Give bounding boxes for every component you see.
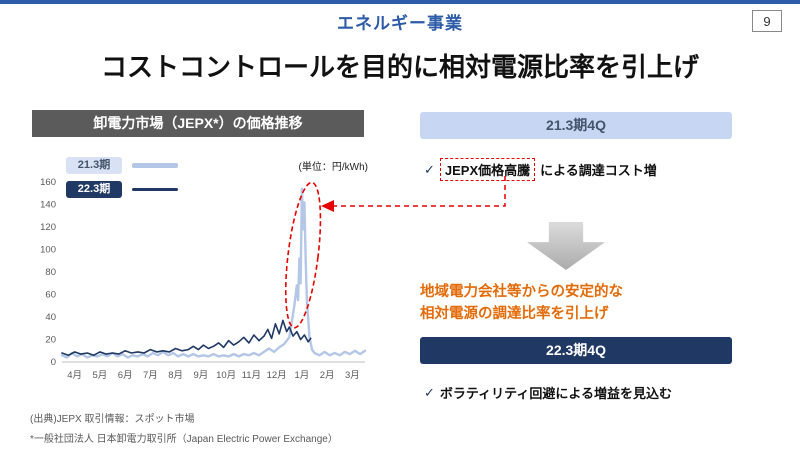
svg-text:20: 20 bbox=[45, 335, 56, 346]
svg-text:9月: 9月 bbox=[193, 370, 208, 381]
category-title: エネルギー事業 bbox=[337, 14, 463, 33]
legend-swatch-213 bbox=[132, 163, 178, 168]
top-accent-bar bbox=[0, 0, 800, 4]
svg-text:6月: 6月 bbox=[118, 370, 133, 381]
legend-label-213: 21.3期 bbox=[66, 157, 122, 174]
chart-legend: 21.3期 22.3期 bbox=[66, 157, 178, 205]
legend-item-223: 22.3期 bbox=[66, 181, 178, 198]
bullet2-text: ボラティリティ回避による増益を見込む bbox=[439, 386, 672, 401]
chart-section-header: 卸電力市場（JEPX*）の価格推移 bbox=[32, 110, 364, 137]
slide-heading: コストコントロールを目的に相対電源比率を引上げ bbox=[100, 52, 699, 82]
svg-text:8月: 8月 bbox=[168, 370, 183, 381]
svg-text:1月: 1月 bbox=[294, 370, 309, 381]
svg-text:80: 80 bbox=[45, 267, 56, 278]
svg-text:10月: 10月 bbox=[216, 370, 236, 381]
svg-text:100: 100 bbox=[40, 245, 56, 256]
down-arrow-icon bbox=[527, 222, 605, 270]
svg-text:5月: 5月 bbox=[92, 370, 107, 381]
bullet-profit-outlook: ✓ ボラティリティ回避による増益を見込む bbox=[424, 383, 672, 402]
svg-text:12月: 12月 bbox=[267, 370, 287, 381]
chart-unit-label: (単位：円/kWh) bbox=[298, 162, 368, 173]
footnote-jepx: *一般社団法人 日本卸電力取引所（Japan Electric Power Ex… bbox=[30, 434, 338, 445]
svg-text:0: 0 bbox=[51, 357, 56, 368]
svg-text:3月: 3月 bbox=[345, 370, 360, 381]
svg-text:11月: 11月 bbox=[242, 370, 261, 381]
measure-line-1: 地域電力会社等からの安定的な bbox=[420, 284, 623, 300]
measure-line-2: 相対電源の調達比率を引上げ bbox=[420, 306, 609, 323]
svg-text:160: 160 bbox=[40, 177, 56, 188]
jepx-price-surge-highlight: JEPX価格高騰 bbox=[439, 158, 536, 181]
period-badge-22-3-4q: 22.3期4Q bbox=[420, 337, 732, 364]
svg-text:40: 40 bbox=[45, 312, 56, 323]
svg-text:2月: 2月 bbox=[320, 370, 335, 381]
svg-text:7月: 7月 bbox=[143, 370, 158, 381]
period-badge-21-3-4q: 21.3期4Q bbox=[420, 112, 732, 139]
legend-label-223: 22.3期 bbox=[66, 181, 122, 198]
svg-text:60: 60 bbox=[45, 290, 56, 301]
measure-description: 地域電力会社等からの安定的な 相対電源の調達比率を引上げ bbox=[420, 281, 623, 326]
legend-item-213: 21.3期 bbox=[66, 157, 178, 174]
check-icon: ✓ bbox=[424, 161, 435, 177]
bullet1-rest-text: による調達コスト増 bbox=[540, 163, 657, 178]
svg-text:140: 140 bbox=[40, 200, 56, 211]
svg-text:4月: 4月 bbox=[67, 370, 82, 381]
svg-text:120: 120 bbox=[40, 222, 56, 233]
jepx-price-line-chart: 0 20 40 60 80 100 120 140 160 4月 5月 6月 7月 8月 9月 10月 11月 1… bbox=[40, 177, 367, 381]
footnote-source: (出典)JEPX 取引情報：スポット市場 bbox=[30, 414, 195, 425]
bullet-cost-increase: ✓ JEPX価格高騰 による調達コスト増 bbox=[424, 158, 657, 181]
legend-swatch-223 bbox=[132, 188, 178, 191]
page-number: 9 bbox=[752, 10, 782, 32]
check-icon: ✓ bbox=[424, 384, 435, 400]
